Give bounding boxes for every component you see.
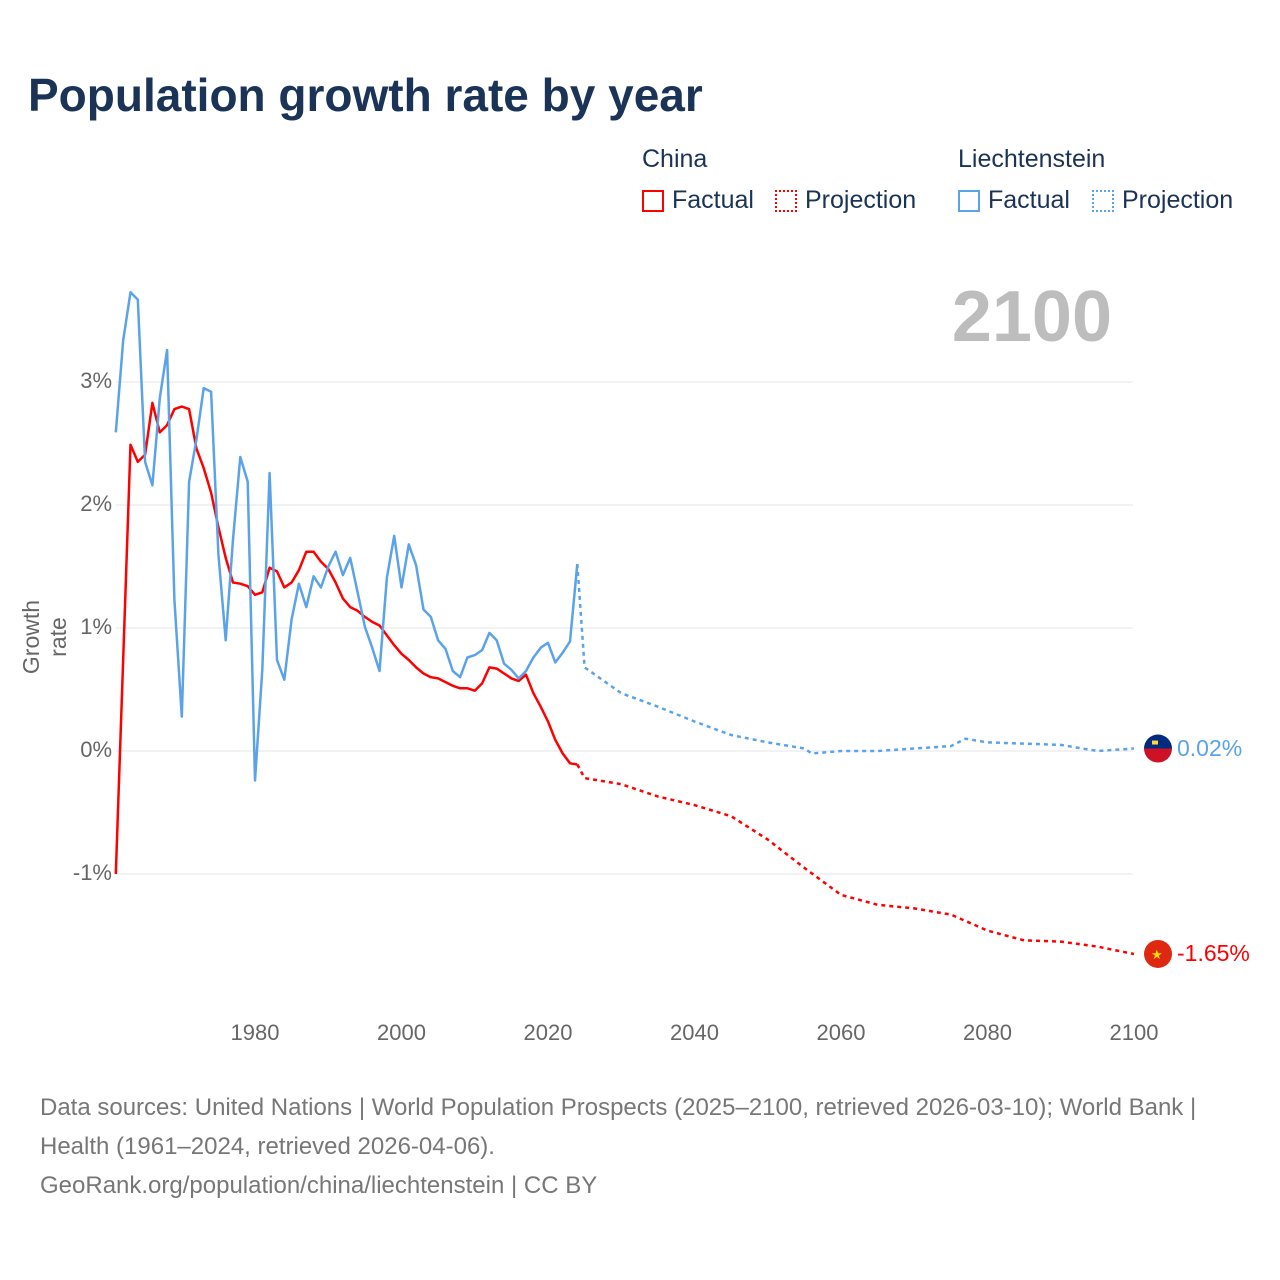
legend-swatch-solid xyxy=(642,189,664,212)
legend-swatch-solid xyxy=(958,189,980,212)
legend-label: Factual xyxy=(988,186,1070,214)
legend-label: Projection xyxy=(1122,186,1234,214)
data-sources: Data sources: United Nations | World Pop… xyxy=(40,1094,1197,1160)
footer: Data sources: United Nations | World Pop… xyxy=(40,1088,1240,1205)
legend-china-factual[interactable]: Factual xyxy=(642,186,754,215)
x-tick-label: 2060 xyxy=(816,1020,866,1045)
legend-label: Projection xyxy=(805,186,917,214)
series-line-liechtenstein-factual xyxy=(114,290,579,782)
series-line-china-projection xyxy=(576,763,1135,956)
legend-china-projection[interactable]: Projection xyxy=(775,186,916,215)
y-tick-label: 0% xyxy=(80,737,112,762)
y-tick-label: 2% xyxy=(80,491,112,516)
x-tick-label: 2000 xyxy=(377,1020,426,1045)
legend-group-china: China xyxy=(642,145,708,173)
legend-swatch-dotted xyxy=(1092,189,1114,212)
legend-swatch-dotted xyxy=(775,189,797,212)
series-line-china-factual xyxy=(114,401,578,875)
series-line-liechtenstein-projection xyxy=(576,563,1135,755)
x-tick-label: 2020 xyxy=(523,1020,573,1045)
x-tick-label: 2080 xyxy=(963,1020,1012,1045)
y-tick-label: 3% xyxy=(80,368,112,393)
x-tick-label: 2040 xyxy=(670,1020,719,1045)
legend-label: Factual xyxy=(672,186,754,214)
x-tick-label: 1980 xyxy=(230,1020,280,1045)
x-tick-label: 2100 xyxy=(1109,1020,1159,1045)
china-flag-icon: ★ xyxy=(1144,939,1172,968)
end-value-label: -1.65% xyxy=(1177,939,1250,966)
liechtenstein-flag-icon xyxy=(1144,734,1172,763)
y-tick-label: 1% xyxy=(80,614,112,639)
legend-liechtenstein-projection[interactable]: Projection xyxy=(1092,186,1233,215)
svg-text:★: ★ xyxy=(1151,947,1163,962)
legend-liechtenstein-factual[interactable]: Factual xyxy=(958,186,1070,215)
legend-group-liechtenstein: Liechtenstein xyxy=(958,145,1106,173)
y-tick-label: -1% xyxy=(72,860,112,885)
chart-title: Population growth rate by year xyxy=(28,69,703,121)
source-link[interactable]: GeoRank.org/population/china/liechtenste… xyxy=(40,1172,598,1199)
current-year-label: 2100 xyxy=(951,277,1112,357)
end-value-label: 0.02% xyxy=(1177,734,1243,761)
